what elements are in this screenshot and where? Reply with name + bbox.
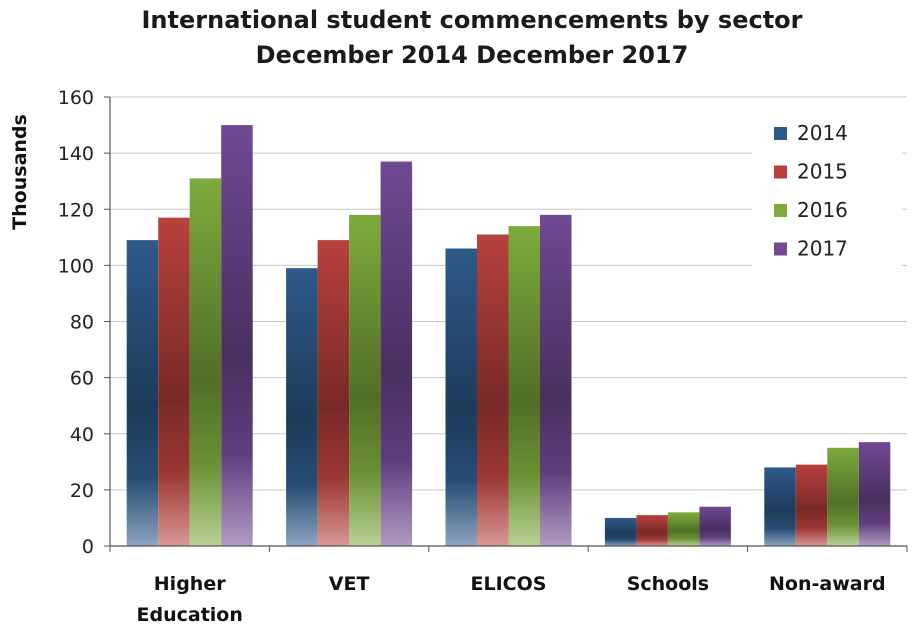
bar-2014-1 (286, 268, 318, 546)
bar-2017-1 (380, 161, 413, 546)
bar-2016-2 (508, 226, 540, 546)
bar-2015-1 (317, 240, 350, 546)
bar-2016-1 (349, 214, 381, 547)
bar-2015-0 (158, 217, 190, 546)
y-tick-label: 0 (82, 536, 94, 558)
bars (126, 125, 891, 547)
y-axis-label: Thousands (9, 114, 31, 230)
bar-2015-2 (477, 234, 509, 546)
legend: 2014 2015 2016 2017 (752, 113, 902, 268)
bar-2016-4 (827, 447, 859, 546)
legend-label: 2017 (797, 237, 848, 261)
legend-swatch (774, 127, 787, 140)
bar-2014-2 (445, 248, 477, 546)
legend-label: 2015 (797, 160, 848, 184)
legend-label: 2014 (797, 121, 848, 145)
bar-2017-4 (858, 442, 891, 546)
bar-2017-3 (699, 506, 731, 546)
chart-subtitle: December 2014 December 2017 (256, 41, 689, 69)
y-tick-label: 80 (70, 312, 94, 334)
y-tick-label: 20 (70, 480, 94, 502)
legend-swatch (774, 242, 787, 256)
category-label: Education (137, 604, 243, 626)
bar-2015-3 (636, 515, 668, 546)
y-tick-label: 120 (58, 199, 94, 221)
bar-2016-3 (667, 512, 700, 546)
legend-swatch (774, 165, 787, 179)
axes (109, 97, 908, 552)
legend-label: 2016 (797, 198, 848, 222)
bar-2017-2 (540, 214, 572, 547)
y-tick-labels: 0 20 40 60 80 100 120 140 160 (58, 87, 94, 558)
y-tick-label: 140 (58, 143, 94, 165)
category-labels: Higher Education VET ELICOS Schools Non-award (137, 573, 886, 626)
bar-2015-4 (795, 464, 828, 546)
bar-2017-0 (221, 125, 253, 546)
category-label: ELICOS (471, 573, 547, 595)
y-tick-label: 40 (70, 424, 94, 446)
chart-title: International student commencements by s… (142, 6, 803, 34)
bar-2014-4 (764, 467, 796, 546)
category-label: VET (329, 573, 370, 595)
legend-swatch (774, 204, 787, 217)
y-tick-label: 160 (58, 87, 94, 109)
category-label: Non-award (769, 573, 886, 595)
category-label: Higher (154, 573, 226, 595)
category-label: Schools (627, 573, 709, 595)
y-tick-label: 100 (58, 255, 94, 277)
bar-2014-3 (604, 517, 637, 546)
bar-2014-0 (126, 240, 159, 546)
y-tick-label: 60 (70, 368, 94, 390)
bar-2016-0 (189, 178, 222, 546)
